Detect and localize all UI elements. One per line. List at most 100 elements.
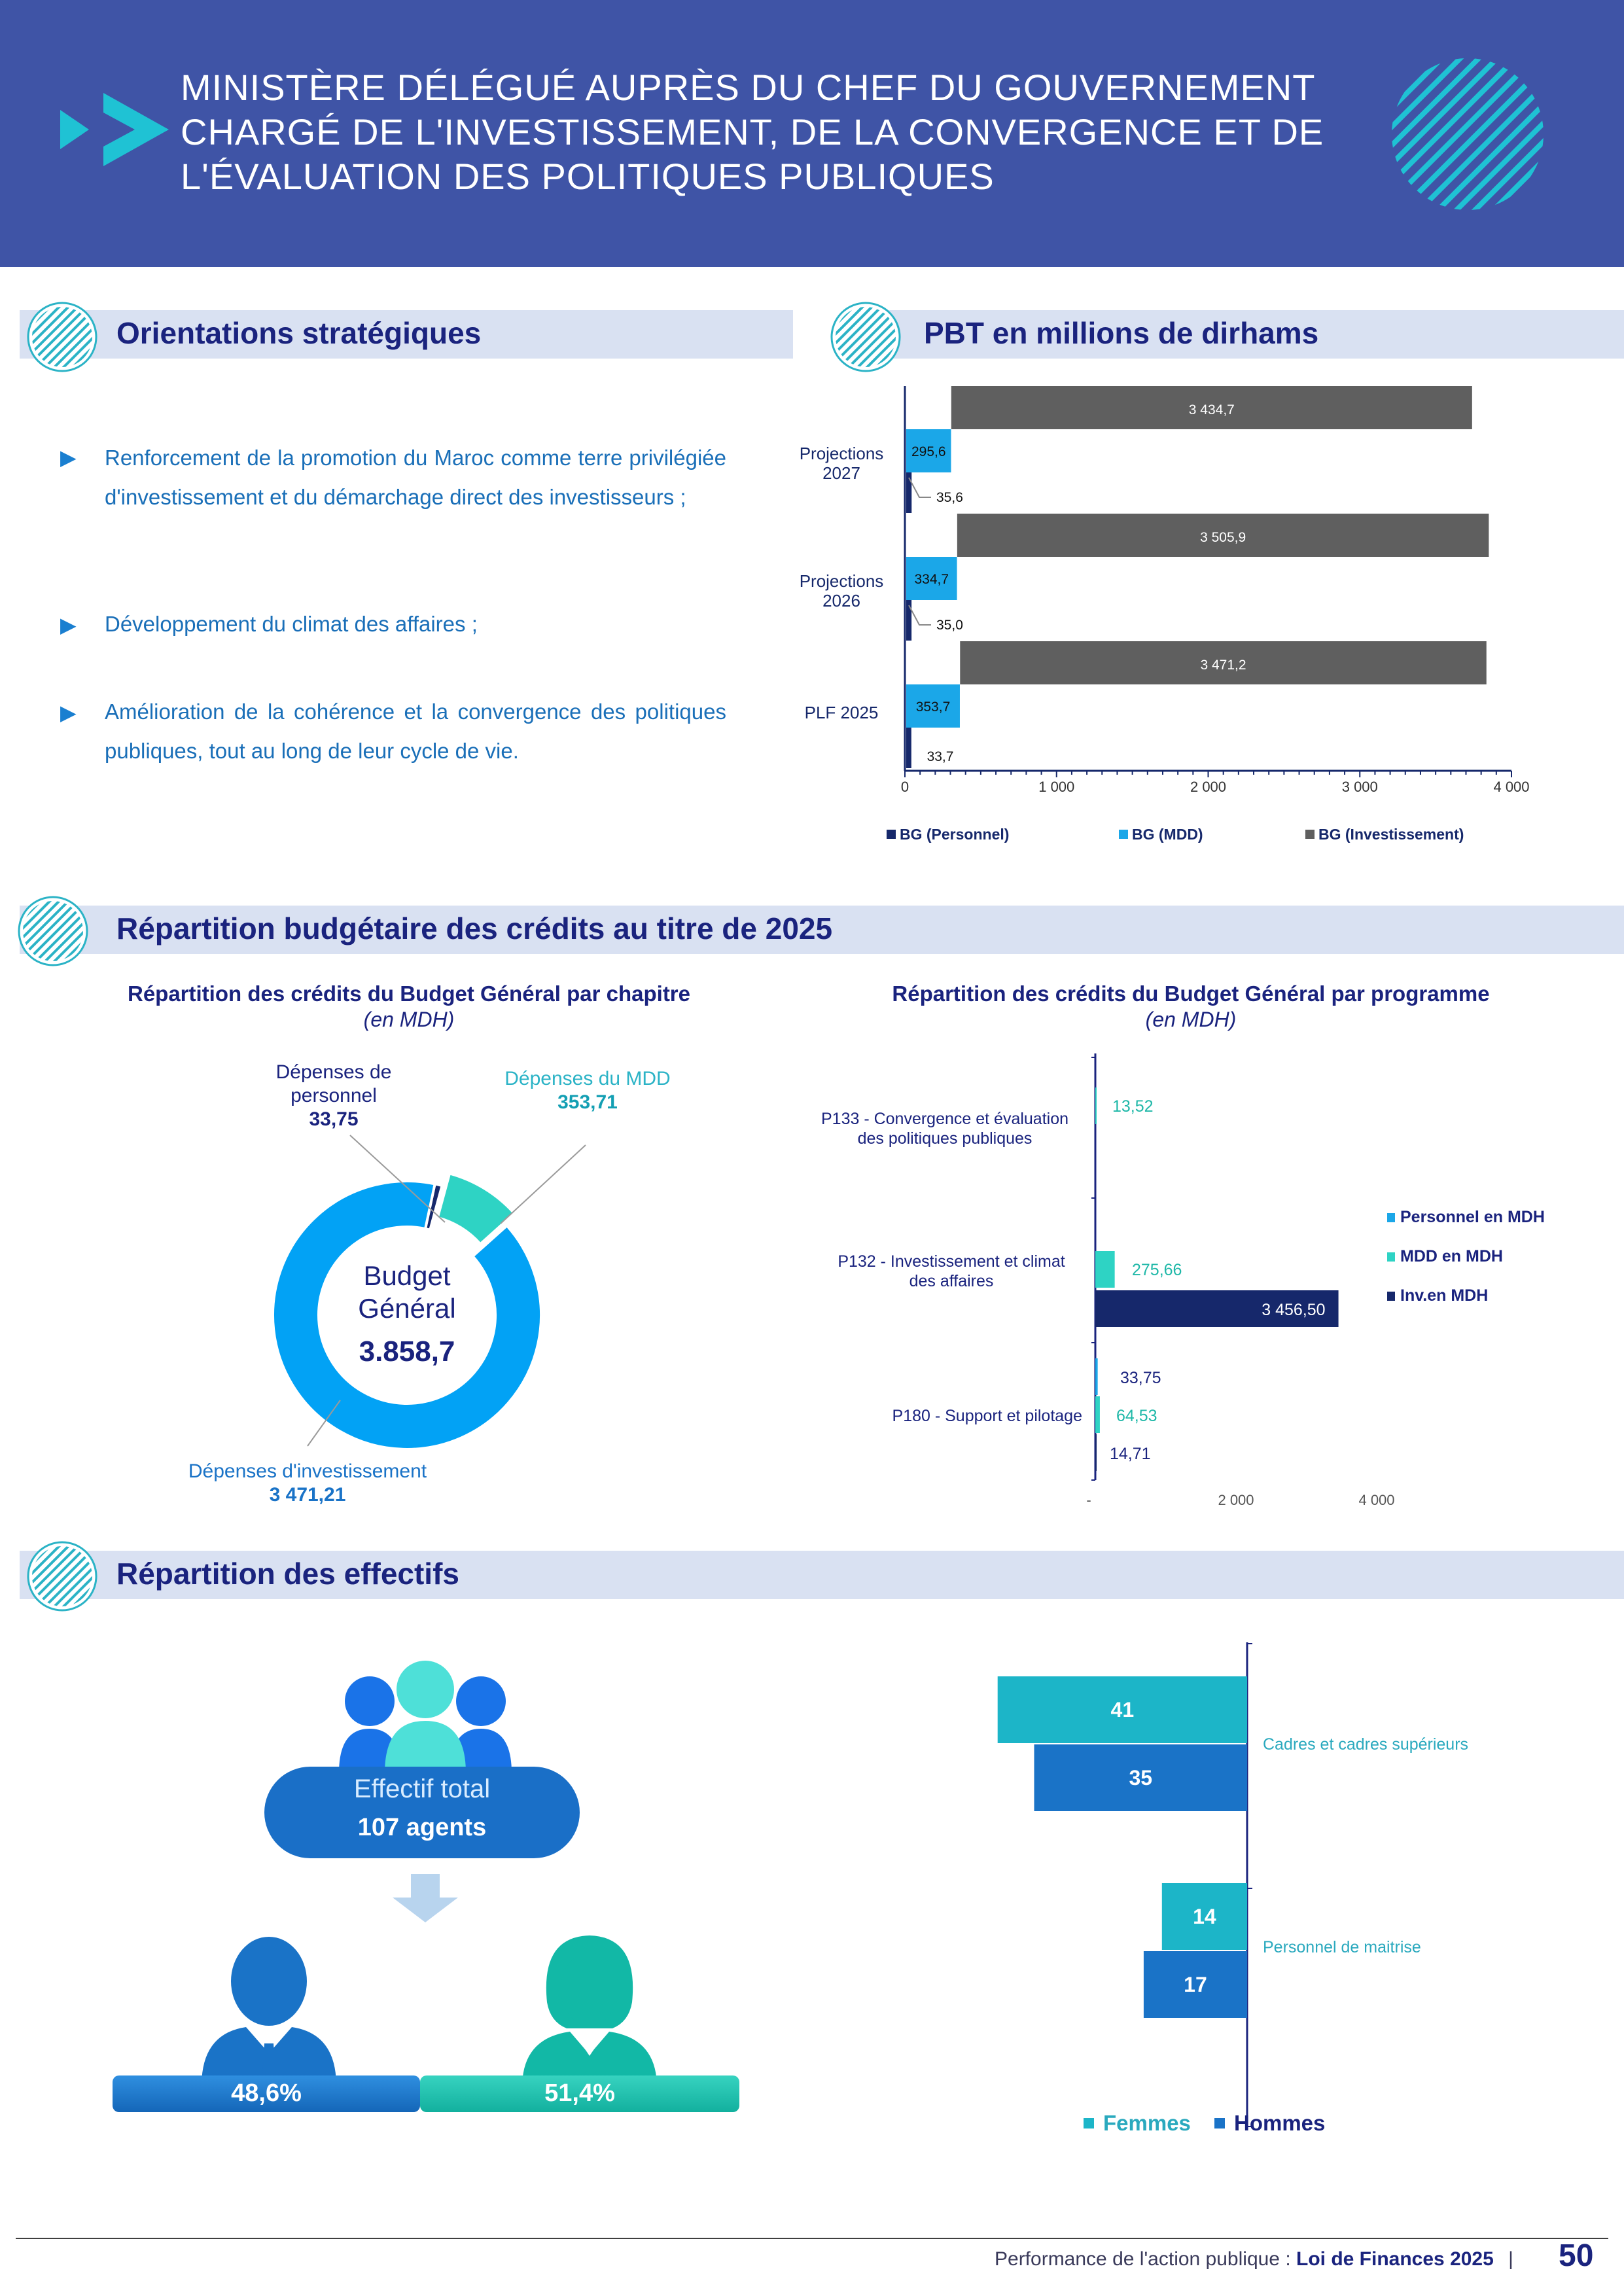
slice-label: personnel (291, 1085, 377, 1106)
donut-chart-unit: (en MDH) (363, 1008, 455, 1031)
bar-investissement (960, 641, 1487, 684)
legend-label: MDD en MDH (1400, 1247, 1503, 1265)
slice-value: 33,75 (309, 1108, 358, 1130)
donut-slice (272, 1180, 542, 1451)
footer-separator: | (1508, 2248, 1513, 2270)
footer-text: Performance de l'action publique : Loi d… (995, 2248, 1513, 2270)
center-value: 3.858,7 (359, 1335, 455, 1368)
center-label: Budget (363, 1260, 450, 1291)
legend-label: BG (Personnel) (900, 826, 1009, 843)
data-label-investissement: 3 434,7 (1189, 402, 1235, 417)
legend-label: BG (MDD) (1132, 826, 1203, 843)
legend-swatch (1084, 2118, 1094, 2128)
legend-swatch (1305, 830, 1315, 839)
women-percent-bar (420, 2075, 739, 2112)
section-striped-circle-icon (18, 896, 88, 966)
footer-divider (16, 2238, 1608, 2239)
total-staff-value: 107 agents (357, 1814, 487, 1841)
bar-femmes (1161, 1883, 1247, 1950)
bar-hommes (1034, 1744, 1247, 1811)
x-tick-label: 4 000 (1358, 1492, 1394, 1508)
man-icon (202, 1937, 336, 2086)
unit-text: en MDH (1152, 1008, 1229, 1031)
data-label: 41 (1111, 1698, 1135, 1722)
bar-personnel (906, 728, 911, 768)
data-label-investissement: 14,71 (1110, 1445, 1151, 1463)
bar-femmes (997, 1676, 1247, 1743)
section-title-effectifs: Répartition des effectifs (116, 1557, 459, 1591)
men-percent-bar (113, 2075, 420, 2112)
leader-line (500, 1144, 586, 1224)
data-label-personnel: 35,6 (936, 490, 963, 505)
program-bar-chart: - 2 000 4 000 13,52 275,66 3 456,50 33,75 64,53… (821, 1053, 1545, 1508)
category-label: Projections (800, 444, 884, 463)
pbt-bar-chart: 0 1 000 2 000 3 000 4 000 3 434,7 295,6 35,6 Pro… (800, 386, 1530, 843)
data-label-mdd: 64,53 (1116, 1407, 1157, 1425)
data-label-personnel: 33,7 (927, 749, 954, 764)
orientation-item: Renforcement de la promotion du Maroc co… (105, 446, 726, 509)
x-tick-label: - (1086, 1492, 1091, 1508)
footer-bold: Loi de Finances 2025 (1296, 2248, 1494, 2270)
section-bar-repartition-budget (20, 906, 1624, 954)
legend-label: BG (Investissement) (1318, 826, 1464, 843)
section-title-pbt: PBT en millions de dirhams (924, 316, 1319, 350)
slice-label: Dépenses du MDD (504, 1068, 670, 1089)
leader-line (307, 1400, 341, 1447)
legend-swatch (1387, 1213, 1395, 1222)
category-label: Projections (800, 571, 884, 591)
section-bar-pbt (851, 310, 1624, 359)
section-striped-circle-icon (27, 1541, 97, 1612)
orientation-item: Amélioration de la cohérence et la conve… (105, 699, 726, 763)
program-chart-unit: (en MDH) (1145, 1008, 1237, 1031)
footer-prefix: Performance de l'action publique : (995, 2248, 1297, 2270)
category-label: Personnel de maitrise (1263, 1938, 1421, 1956)
bar-hommes (1143, 1951, 1247, 2018)
bar-mdd (1095, 1251, 1115, 1288)
data-label: 14 (1193, 1905, 1216, 1928)
slice-label: Dépenses d'investissement (188, 1460, 427, 1482)
data-label-investissement: 3 505,9 (1200, 530, 1246, 545)
data-label-investissement: 3 471,2 (1200, 658, 1246, 673)
bullet-triangle-icon: ▶ (60, 613, 77, 637)
bullet-triangle-icon: ▶ (60, 446, 77, 469)
slice-value: 3 471,21 (270, 1484, 346, 1506)
staff-bar-chart: 41 35 Cadres et cadres supérieurs 14 17 Perso… (997, 1642, 1468, 2135)
category-label: PLF 2025 (805, 703, 879, 722)
legend-swatch (1387, 1292, 1395, 1301)
down-arrow-icon (393, 1874, 458, 1922)
data-label-mdd: 334,7 (915, 572, 949, 587)
x-tick-label: 2 000 (1218, 1492, 1254, 1508)
x-tick-label: 1 000 (1038, 779, 1074, 795)
legend-label: Femmes (1103, 2111, 1191, 2135)
slice-label: Dépenses de (276, 1061, 392, 1083)
data-label-personnel: 33,75 (1120, 1369, 1161, 1387)
donut-chart-title: Répartition des crédits du Budget Généra… (127, 981, 690, 1006)
data-label: 17 (1184, 1973, 1207, 1996)
category-label: P132 - Investissement et climat (838, 1252, 1065, 1271)
bar-personnel (906, 600, 912, 641)
legend-label: Personnel en MDH (1400, 1208, 1545, 1226)
category-label: des politiques publiques (858, 1129, 1033, 1148)
data-label-investissement: 3 456,50 (1262, 1301, 1325, 1319)
x-tick-label: 0 (901, 779, 909, 795)
bar-mdd (906, 557, 957, 600)
total-staff-pill (264, 1767, 580, 1858)
data-label-personnel: 35,0 (936, 618, 963, 633)
bar-personnel (906, 472, 912, 513)
category-label: 2026 (822, 591, 860, 610)
legend-swatch (1387, 1252, 1395, 1262)
bullet-triangle-icon: ▶ (60, 701, 77, 724)
bar-investissement (957, 514, 1489, 557)
section-striped-circle-icon (830, 302, 901, 372)
legend-swatch (1214, 2118, 1225, 2128)
leader-line (908, 477, 931, 498)
bar-mdd (1095, 1087, 1097, 1124)
play-arrows-icon (60, 93, 169, 166)
leader-line (349, 1135, 446, 1223)
header-banner: MINISTÈRE DÉLÉGUÉ AUPRÈS DU CHEF DU GOUV… (0, 0, 1624, 267)
x-tick-label: 4 000 (1493, 779, 1529, 795)
data-label-mdd: 353,7 (916, 699, 951, 715)
category-label: Cadres et cadres supérieurs (1263, 1735, 1468, 1754)
x-tick-label: 3 000 (1342, 779, 1378, 795)
